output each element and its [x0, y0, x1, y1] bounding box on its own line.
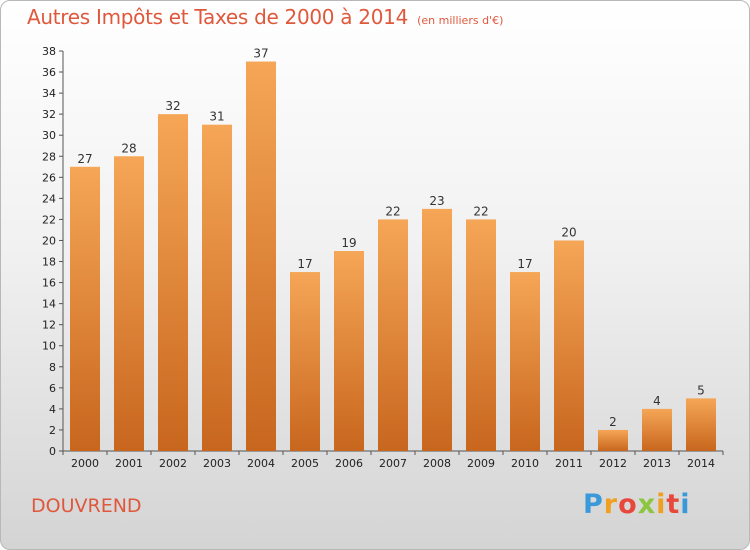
data-label: 2 — [609, 415, 617, 429]
bar — [598, 429, 628, 451]
x-tick-label: 2000 — [71, 457, 99, 470]
data-label: 23 — [429, 194, 444, 208]
y-tick-label: 16 — [42, 277, 56, 290]
x-tick-label: 2002 — [159, 457, 187, 470]
x-tick-label: 2010 — [511, 457, 539, 470]
bar — [510, 272, 540, 451]
data-label: 27 — [77, 152, 92, 166]
y-tick-label: 32 — [42, 108, 56, 121]
data-label: 32 — [165, 99, 180, 113]
bar — [70, 166, 100, 451]
data-label: 31 — [209, 110, 224, 124]
bars — [70, 61, 716, 452]
y-tick-label: 18 — [42, 256, 56, 269]
data-label: 4 — [653, 394, 661, 408]
y-tick-label: 12 — [42, 319, 56, 332]
y-tick-label: 34 — [42, 87, 56, 100]
bar — [686, 398, 716, 451]
data-label: 5 — [697, 383, 705, 397]
x-tick-label: 2013 — [643, 457, 671, 470]
bar — [466, 219, 496, 451]
bar — [246, 61, 276, 452]
y-tick-label: 10 — [42, 340, 56, 353]
bar — [554, 240, 584, 451]
x-tick-label: 2006 — [335, 457, 363, 470]
y-tick-label: 20 — [42, 234, 56, 247]
y-tick-label: 38 — [42, 45, 56, 58]
x-tick-label: 2001 — [115, 457, 143, 470]
data-label: 17 — [297, 257, 312, 271]
bar — [114, 156, 144, 451]
x-tick-label: 2011 — [555, 457, 583, 470]
y-tick-label: 14 — [42, 298, 56, 311]
chart-title: Autres Impôts et Taxes de 2000 à 2014 — [27, 5, 408, 29]
y-tick-label: 4 — [49, 403, 56, 416]
x-tick-label: 2008 — [423, 457, 451, 470]
y-tick-label: 8 — [49, 361, 56, 374]
x-tick-label: 2005 — [291, 457, 319, 470]
data-label: 22 — [385, 204, 400, 218]
data-label: 20 — [561, 225, 576, 239]
proxiti-logo: Proxiti — [583, 489, 691, 520]
data-label: 37 — [253, 47, 268, 61]
data-label: 28 — [121, 141, 136, 155]
bar — [422, 208, 452, 451]
y-tick-label: 28 — [42, 150, 56, 163]
y-tick-label: 6 — [49, 382, 56, 395]
data-labels: 27 28 32 31 37 17 19 22 23 22 17 20 2 4 5 — [77, 47, 704, 429]
y-tick-label: 0 — [49, 445, 56, 458]
y-tick-label: 22 — [42, 213, 56, 226]
y-tick-label: 24 — [42, 192, 56, 205]
bar — [378, 219, 408, 451]
chart-header: Autres Impôts et Taxes de 2000 à 2014 (e… — [27, 5, 503, 29]
chart-subtitle: (en milliers d'€) — [417, 14, 504, 27]
x-tick-label: 2004 — [247, 457, 275, 470]
bar — [290, 272, 320, 451]
bar — [334, 251, 364, 451]
x-tick-label: 2003 — [203, 457, 231, 470]
bar — [158, 114, 188, 451]
x-tick-label: 2009 — [467, 457, 495, 470]
data-label: 22 — [473, 204, 488, 218]
data-label: 17 — [517, 257, 532, 271]
x-tick-label: 2014 — [687, 457, 715, 470]
y-tick-label: 30 — [42, 129, 56, 142]
x-tick-label: 2007 — [379, 457, 407, 470]
commune-name: DOUVREND — [31, 495, 142, 517]
bar — [642, 408, 672, 451]
y-tick-label: 36 — [42, 66, 56, 79]
y-tick-label: 26 — [42, 171, 56, 184]
y-tick-label: 2 — [49, 424, 56, 437]
x-tick-label: 2012 — [599, 457, 627, 470]
bar — [202, 124, 232, 452]
data-label: 19 — [341, 236, 356, 250]
